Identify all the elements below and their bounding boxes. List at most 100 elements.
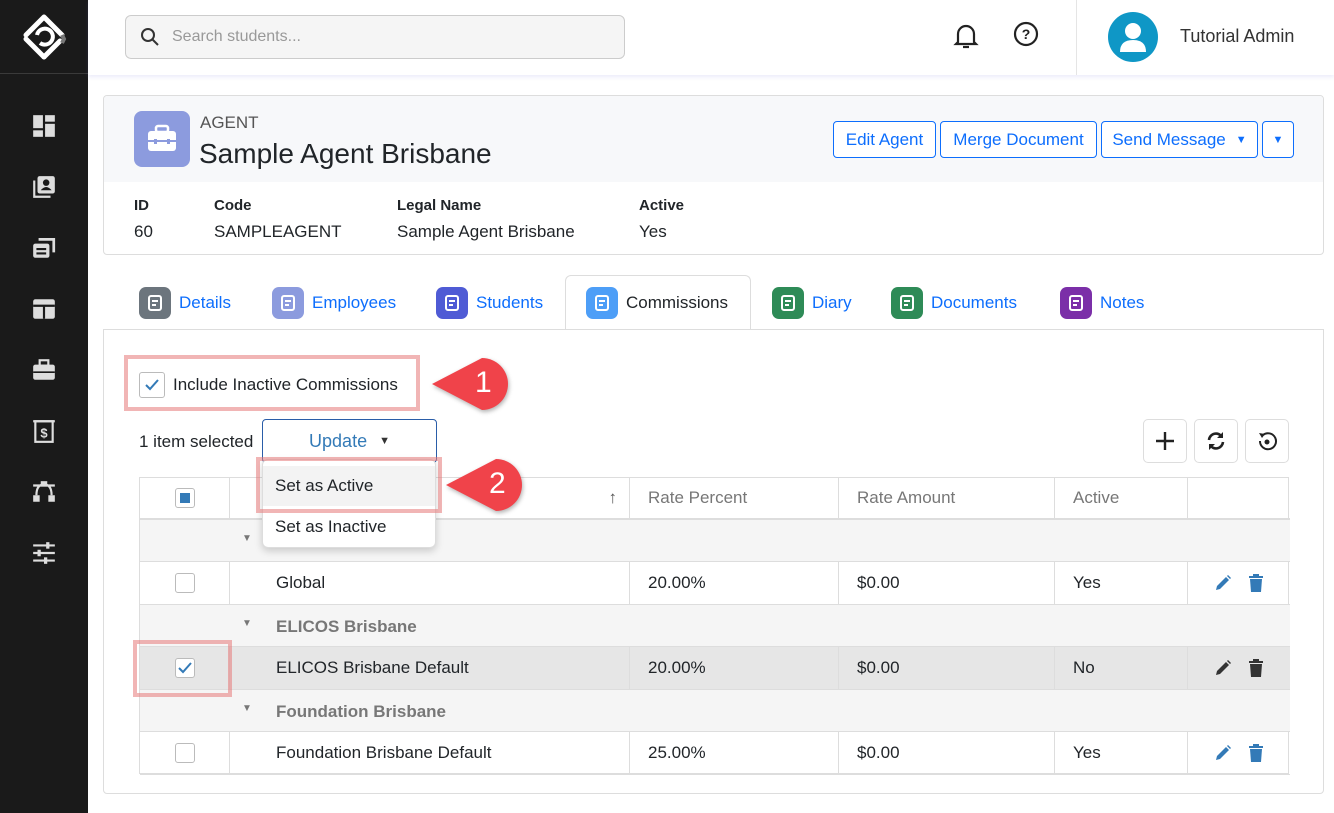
tab-documents[interactable]: Documents xyxy=(891,275,1017,330)
field-label: Legal Name xyxy=(397,197,482,214)
group-name: ELICOS Brisbane xyxy=(276,617,417,636)
diary-icon xyxy=(772,286,804,319)
settings-sliders-icon xyxy=(33,542,55,564)
tab-commissions[interactable]: Commissions xyxy=(565,275,751,330)
tab-label: Diary xyxy=(812,292,852,312)
table-row[interactable]: ELICOS Brisbane Default 20.00% $0.00 No xyxy=(140,647,1290,690)
tab-details[interactable]: Details xyxy=(139,275,231,330)
sidebar-item-dashboard[interactable] xyxy=(0,106,88,146)
tab-label: Students xyxy=(476,292,544,312)
field-value: Yes xyxy=(639,222,667,241)
sidebar-item-workflow[interactable] xyxy=(0,472,88,512)
plus-icon xyxy=(1156,432,1174,450)
sort-ascending-icon: ↑ xyxy=(608,488,618,507)
sidebar-item-layout[interactable] xyxy=(0,289,88,329)
students-icon xyxy=(436,286,468,319)
tab-employees[interactable]: Employees xyxy=(272,275,396,330)
delete-trash-icon[interactable] xyxy=(1248,659,1264,677)
column-header[interactable]: Rate Percent xyxy=(630,478,839,518)
edit-pencil-icon[interactable] xyxy=(1214,574,1232,592)
details-icon xyxy=(139,286,171,319)
search-box[interactable] xyxy=(125,15,625,59)
sidebar-item-courses[interactable] xyxy=(0,228,88,268)
rate-percent: 20.00% xyxy=(630,562,839,604)
more-actions-dropdown[interactable]: ▼ xyxy=(1262,121,1294,158)
rate-amount: $0.00 xyxy=(839,732,1055,774)
avatar[interactable] xyxy=(1108,12,1158,62)
agent-card: AGENT Sample Agent Brisbane Edit Agent M… xyxy=(103,95,1324,255)
group-row[interactable]: ▼ ELICOS Brisbane xyxy=(140,605,1290,647)
select-all-checkbox[interactable] xyxy=(174,488,195,508)
callout-number: 2 xyxy=(489,467,506,500)
active-status: Yes xyxy=(1055,562,1188,604)
checkbox[interactable] xyxy=(139,372,165,398)
courses-icon xyxy=(33,237,56,258)
field-value: 60 xyxy=(134,222,153,241)
refresh-button[interactable] xyxy=(1194,419,1238,463)
commission-name: Foundation Brisbane Default xyxy=(230,732,630,774)
selection-count: 1 item selected xyxy=(139,432,254,451)
row-checkbox[interactable] xyxy=(174,743,195,763)
column-header-name[interactable]: ↑ xyxy=(230,478,630,518)
active-status: Yes xyxy=(1055,732,1188,774)
help-icon[interactable]: ? xyxy=(1013,21,1039,47)
group-row[interactable]: ▼ Foundation Brisbane xyxy=(140,690,1290,732)
caret-down-icon: ▼ xyxy=(379,435,390,447)
app-logo[interactable] xyxy=(0,0,88,74)
sidebar-item-agents-briefcase[interactable] xyxy=(0,350,88,390)
menu-item-set-inactive[interactable]: Set as Inactive xyxy=(275,517,387,536)
rate-percent: 25.00% xyxy=(630,732,839,774)
send-message-button[interactable]: Send Message ▼ xyxy=(1101,121,1258,158)
collapse-caret-icon[interactable]: ▼ xyxy=(242,533,252,544)
edit-agent-button[interactable]: Edit Agent xyxy=(833,121,936,158)
field-value: Sample Agent Brisbane xyxy=(397,222,575,241)
bell-icon[interactable] xyxy=(953,22,979,50)
delete-trash-icon[interactable] xyxy=(1248,744,1264,762)
checkbox-label: Include Inactive Commissions xyxy=(173,375,398,394)
tab-diary[interactable]: Diary xyxy=(772,275,852,330)
sidebar-item-finance[interactable]: $ xyxy=(0,411,88,451)
collapse-caret-icon[interactable]: ▼ xyxy=(242,618,252,629)
callout-2: 2 xyxy=(444,456,534,512)
menu-item-set-active[interactable]: Set as Active xyxy=(263,466,435,506)
collapse-caret-icon[interactable]: ▼ xyxy=(242,703,252,714)
column-header[interactable]: Active xyxy=(1055,478,1188,518)
field-value: SAMPLEAGENT xyxy=(214,222,342,241)
svg-text:$: $ xyxy=(40,426,48,441)
row-checkbox[interactable] xyxy=(174,573,195,593)
tab-students[interactable]: Students xyxy=(436,275,543,330)
briefcase-icon xyxy=(134,111,190,167)
table-row[interactable]: Global 20.00% $0.00 Yes xyxy=(140,562,1290,605)
rate-percent: 20.00% xyxy=(630,647,839,689)
edit-pencil-icon[interactable] xyxy=(1214,744,1232,762)
row-checkbox[interactable] xyxy=(174,658,195,678)
sidebar-item-settings-sliders[interactable] xyxy=(0,533,88,573)
edit-pencil-icon[interactable] xyxy=(1214,659,1232,677)
include-inactive-checkbox[interactable]: Include Inactive Commissions xyxy=(139,372,398,398)
tab-notes[interactable]: Notes xyxy=(1060,275,1144,330)
sidebar-item-students[interactable] xyxy=(0,167,88,207)
delete-trash-icon[interactable] xyxy=(1248,574,1264,592)
reset-button[interactable] xyxy=(1245,419,1289,463)
table-row[interactable]: Foundation Brisbane Default 25.00% $0.00 Ye… xyxy=(140,732,1290,775)
update-label: Update xyxy=(309,430,368,451)
search-input[interactable] xyxy=(172,28,592,46)
highlight-box xyxy=(256,457,442,513)
svg-text:?: ? xyxy=(1022,26,1031,42)
agents-briefcase-icon xyxy=(33,359,55,380)
commissions-icon xyxy=(586,286,618,319)
caret-down-icon: ▼ xyxy=(1272,133,1284,146)
update-dropdown-button[interactable]: Update ▼ xyxy=(262,419,437,463)
user-name[interactable]: Tutorial Admin xyxy=(1180,26,1295,46)
column-header[interactable]: Rate Amount xyxy=(839,478,1055,518)
field-label: Code xyxy=(214,197,252,214)
reset-icon xyxy=(1258,432,1277,451)
divider xyxy=(1076,0,1077,75)
merge-document-button[interactable]: Merge Document xyxy=(940,121,1097,158)
send-message-label: Send Message xyxy=(1112,129,1226,149)
tab-label: Employees xyxy=(312,292,397,312)
add-button[interactable] xyxy=(1143,419,1187,463)
rate-amount: $0.00 xyxy=(839,562,1055,604)
commission-name: ELICOS Brisbane Default xyxy=(230,647,630,689)
field-label: ID xyxy=(134,197,149,214)
